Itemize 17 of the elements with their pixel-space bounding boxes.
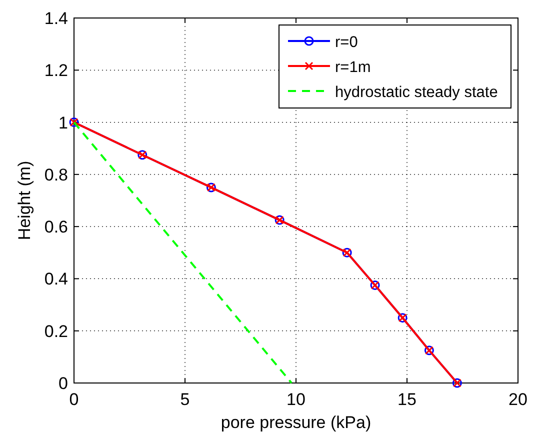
y-tick-label: 0.2 bbox=[44, 322, 68, 341]
x-tick-label: 5 bbox=[180, 390, 190, 409]
y-tick-label: 0.4 bbox=[44, 270, 68, 289]
x-tick-label: 15 bbox=[398, 390, 416, 409]
legend-label: r=0 bbox=[335, 34, 358, 51]
legend-label: hydrostatic steady state bbox=[335, 84, 498, 101]
x-tick-label: 10 bbox=[286, 390, 306, 409]
x-tick-label: 20 bbox=[508, 390, 528, 409]
y-tick-label: 0.8 bbox=[44, 165, 68, 184]
y-axis-title: Height (m) bbox=[15, 160, 34, 240]
y-tick-label: 1.4 bbox=[44, 9, 68, 28]
y-tick-label: 1 bbox=[58, 113, 68, 132]
y-tick-label: 0 bbox=[58, 374, 68, 393]
legend-label: r=1m bbox=[335, 59, 371, 76]
y-tick-label: 1.2 bbox=[44, 61, 68, 80]
y-tick-label: 0.6 bbox=[44, 218, 68, 237]
x-axis-title: pore pressure (kPa) bbox=[220, 413, 372, 432]
